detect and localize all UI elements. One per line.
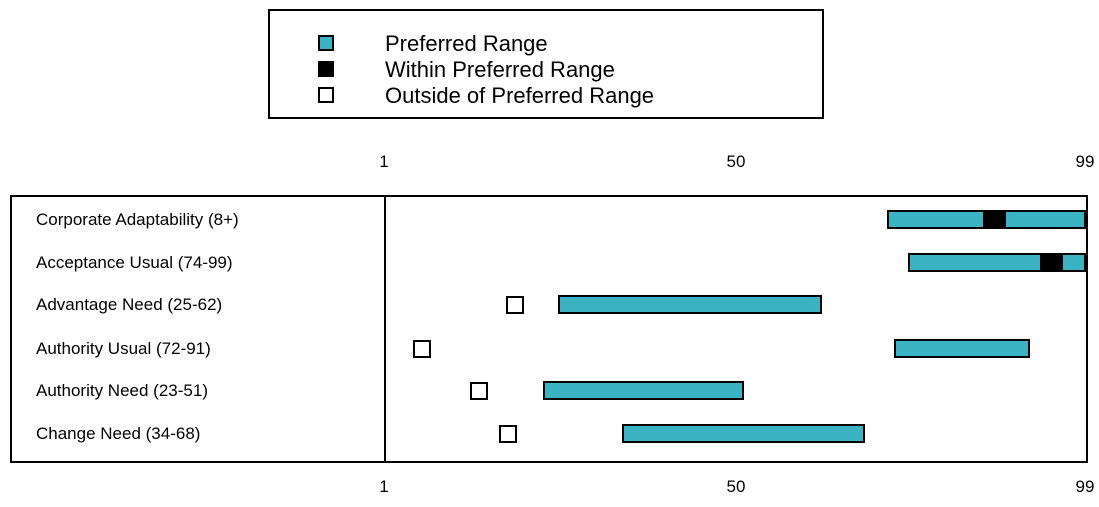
legend-swatch-within xyxy=(318,61,334,77)
score-marker-within xyxy=(982,210,1006,229)
bottom-tick-label: 99 xyxy=(1075,477,1095,496)
score-marker-outside xyxy=(505,296,524,314)
row-label: Authority Usual (72-91) xyxy=(36,339,211,358)
top-tick-label: 99 xyxy=(1075,152,1095,171)
preferred-range-bar xyxy=(543,381,744,400)
legend-swatch-preferred xyxy=(318,35,334,51)
legend-swatch-outside xyxy=(318,87,334,103)
row-label: Acceptance Usual (74-99) xyxy=(36,253,233,272)
row-label: Change Need (34-68) xyxy=(36,424,201,443)
label-divider xyxy=(384,197,386,461)
legend-label-preferred: Preferred Range xyxy=(385,31,548,56)
top-axis-labels: 1 50 99 xyxy=(0,152,1099,182)
preferred-range-bar xyxy=(893,339,1030,358)
top-tick-label: 50 xyxy=(726,152,746,171)
top-tick-label: 1 xyxy=(379,152,389,171)
bottom-tick-label: 1 xyxy=(379,477,389,496)
row-label: Authority Need (23-51) xyxy=(36,381,208,400)
preferred-range-bar xyxy=(622,424,866,443)
score-marker-outside xyxy=(469,382,488,400)
score-marker-outside xyxy=(498,425,517,443)
preferred-range-bar xyxy=(557,295,823,314)
legend-label-outside: Outside of Preferred Range xyxy=(385,83,655,108)
legend-label-within: Within Preferred Range xyxy=(385,57,615,82)
row-label: Advantage Need (25-62) xyxy=(36,295,223,314)
score-marker-outside xyxy=(412,340,431,358)
bottom-axis-labels: 1 50 99 xyxy=(0,477,1099,507)
chart-panel: Corporate Adaptability (8+) Acceptance Us… xyxy=(10,195,1088,463)
legend: Preferred Range Within Preferred Range O… xyxy=(268,9,824,119)
score-marker-within xyxy=(1039,253,1063,272)
row-label: Corporate Adaptability (8+) xyxy=(36,210,239,229)
bottom-tick-label: 50 xyxy=(726,477,746,496)
